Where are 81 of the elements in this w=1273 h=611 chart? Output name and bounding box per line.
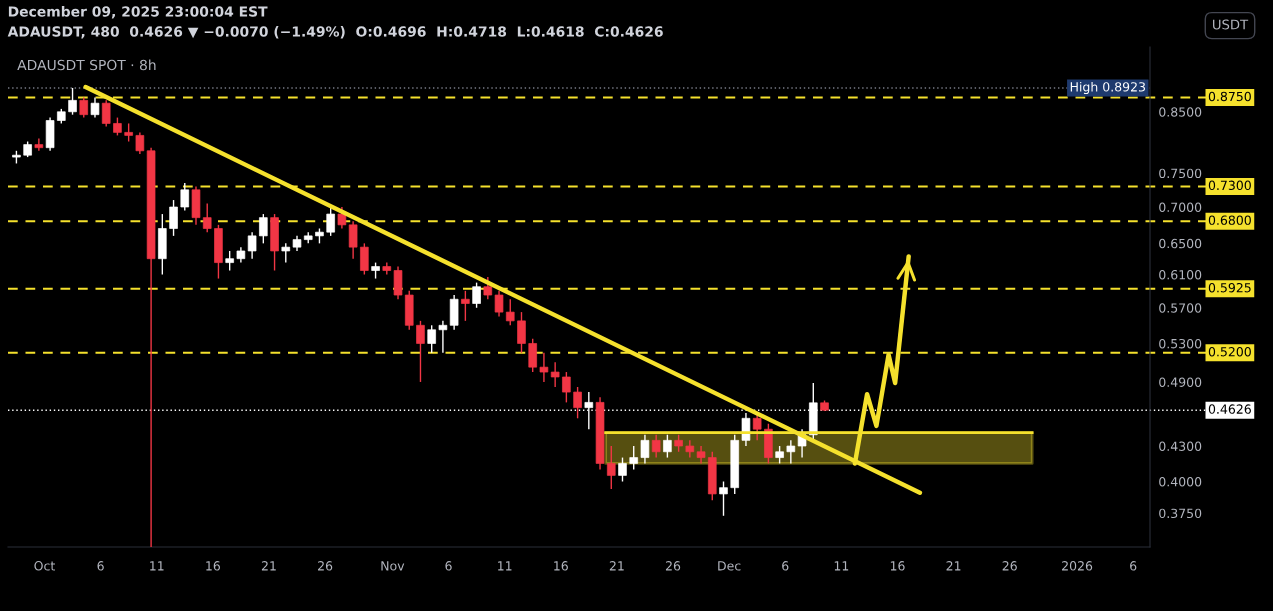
candlestick [180,182,190,212]
x-tick-label: 26 [1002,561,1017,571]
candlestick [539,352,549,383]
x-tick-label: 6 [1130,561,1137,571]
candlestick [719,480,728,517]
y-tick-label: 0.6500 [1159,238,1202,249]
x-tick-label: 6 [97,561,104,571]
x-tick-label: 21 [609,561,624,571]
candlestick [135,131,145,155]
ref-line-label: 0.6800 [1208,215,1251,225]
y-tick-label: 0.7000 [1159,202,1202,212]
candlestick [562,371,571,404]
text: ADAUSDT, 480 0.4626 ▼ −0.0070 (−1.49%) O:0.4696 H:0.4718 L:0.4618 C:0.4626 [7,26,663,39]
candlestick [169,199,178,237]
y-tick-label: 0.4000 [1159,476,1202,487]
candlestick [68,87,77,116]
candlestick [34,137,44,152]
candlestick [90,96,100,119]
candlestick [225,250,234,272]
candlestick [202,202,212,233]
y-tick-label: 0.6100 [1159,269,1202,280]
candlestick [326,206,335,237]
ref-line-label: 0.4626 [1208,404,1251,414]
candlestick [786,439,796,465]
text: December 09, 2025 23:00:04 EST [8,6,268,19]
candlestick [685,439,695,459]
y-tick-label: 0.4900 [1159,377,1202,387]
ref-line-label: 0.5200 [1208,346,1251,357]
candlestick [427,324,436,354]
y-tick-label: 0.8500 [1159,107,1202,117]
candlestick [79,96,89,119]
candlestick [281,242,291,264]
candlestick [416,320,425,383]
x-tick-label: 6 [445,561,452,571]
candlestick [640,434,650,465]
x-tick-label: 16 [890,561,905,571]
candlestick [461,290,470,322]
x-tick-label: 16 [206,561,220,571]
ref-line-label: 0.8750 [1208,91,1251,102]
candlestick [651,434,661,459]
x-tick-label: Nov [381,561,405,571]
y-tick-label: 0.5300 [1159,338,1202,349]
x-tick-label: 26 [318,561,333,571]
y-tick-label: 0.3750 [1159,508,1202,519]
x-tick-label: 2026 [1062,561,1093,571]
x-tick-label: 6 [782,561,789,571]
y-axis-title: USDT [1213,19,1249,30]
ref-line-label: 0.7300 [1208,180,1251,191]
x-tick-label: Oct [34,561,55,571]
candlestick [663,434,672,459]
candlestick [494,290,504,318]
candlestick [348,220,358,260]
text: ADAUSDT SPOT · 8h [17,59,156,71]
candlestick [528,338,537,373]
ref-line-label: High 0.8923 [1070,81,1145,94]
candlestick [573,386,582,420]
x-tick-label: 26 [665,561,681,571]
candlestick [124,122,133,143]
candlestick [360,242,369,276]
y-tick-label: 0.7500 [1159,168,1202,179]
x-tick-label: 21 [946,561,961,571]
candlestick [606,445,616,490]
candlestick [550,361,560,388]
x-tick-label: 21 [261,561,276,571]
candlestick [247,231,257,260]
x-tick-label: Dec [718,561,741,571]
candlestick [259,213,268,245]
y-tick-label: 0.4300 [1159,441,1202,451]
x-tick-label: 11 [498,561,512,571]
candlestick [618,456,627,483]
y-tick-label: 0.5700 [1159,303,1202,313]
x-tick-label: 16 [554,561,568,571]
candlestick [472,281,481,309]
candlestick [629,445,638,471]
x-tick-label: 11 [150,561,164,571]
candlestick [505,298,515,326]
candlestick [517,311,526,354]
candlestick [101,99,111,128]
x-tick-label: 11 [834,561,849,571]
candlestick [438,320,448,354]
ref-line-label: 0.5925 [1208,282,1251,293]
